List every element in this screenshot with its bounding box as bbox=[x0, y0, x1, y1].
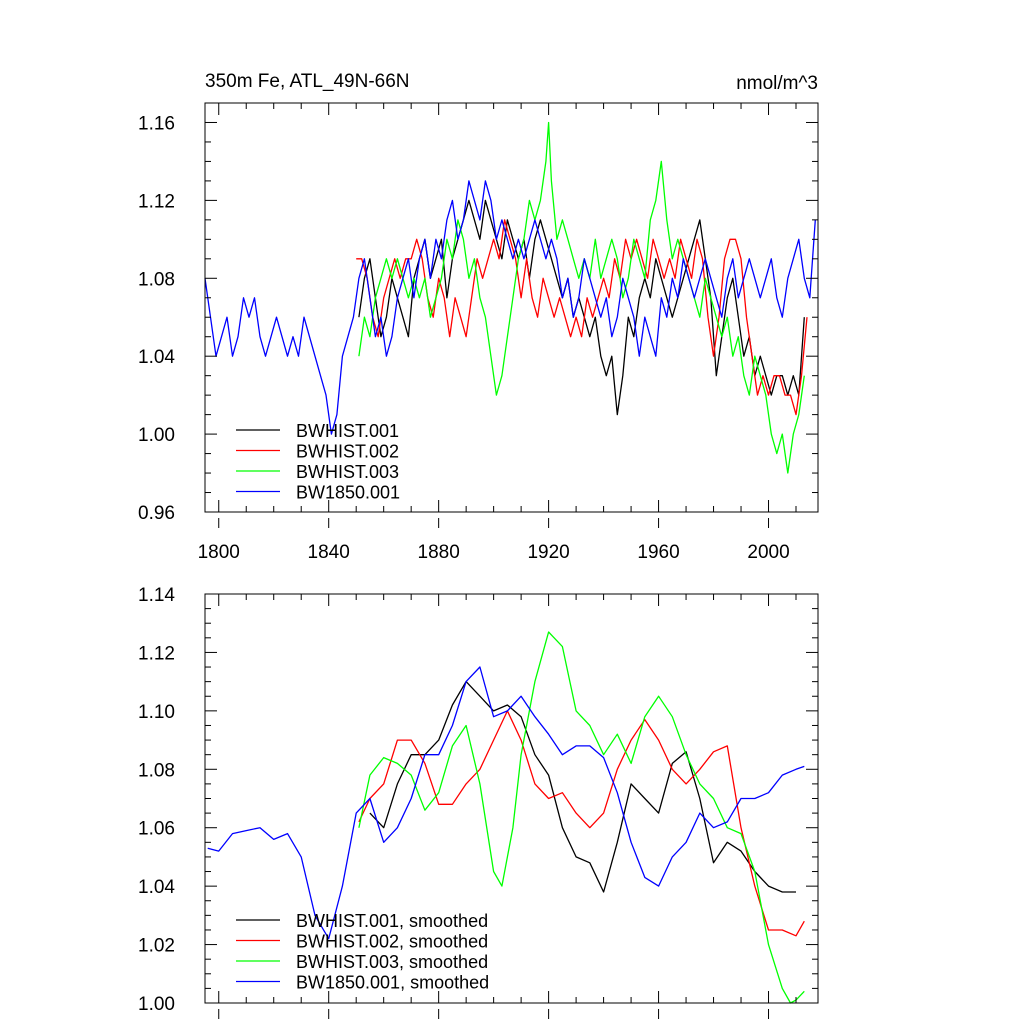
y-tick-label: 1.10 bbox=[138, 702, 175, 723]
series-line-3 bbox=[358, 631, 805, 1004]
chart-panel-2: 1.00 1.02 1.04 1.06 1.08 1.10 1.12 1.14 BWHIST.0… bbox=[138, 585, 819, 1019]
y-tick-label: 1.08 bbox=[138, 760, 175, 781]
x-tick-label: 1800 bbox=[198, 542, 240, 563]
legend-label: BWHIST.003, smoothed bbox=[296, 952, 488, 972]
legend-label: BWHIST.002, smoothed bbox=[296, 932, 488, 952]
series-line-2 bbox=[358, 710, 805, 937]
chart-panel-1: 0.96 1.00 1.04 1.08 1.12 1.16 1800 1840 1880 1920… bbox=[138, 71, 819, 563]
x-tick-label: 1880 bbox=[418, 542, 460, 563]
y-tick-label: 1.00 bbox=[138, 994, 175, 1015]
x-tick-label: 1840 bbox=[308, 542, 350, 563]
legend-label: BWHIST.001, smoothed bbox=[296, 911, 488, 931]
series-line-4 bbox=[207, 666, 805, 940]
y-tick-label: 1.00 bbox=[138, 425, 175, 446]
legend-label: BWHIST.003 bbox=[296, 462, 399, 482]
series-line-3 bbox=[358, 121, 805, 474]
x-tick-label: 1960 bbox=[637, 542, 679, 563]
series-line-4 bbox=[204, 180, 816, 435]
legend-label: BWHIST.002 bbox=[296, 442, 399, 462]
y-tick-label: 1.12 bbox=[138, 191, 175, 212]
series-line-2 bbox=[356, 219, 808, 416]
legend-label: BWHIST.001 bbox=[296, 421, 399, 441]
y-tick-label: 0.96 bbox=[138, 503, 175, 524]
y-tick-label: 1.06 bbox=[138, 819, 175, 840]
x-tick-label: 2000 bbox=[747, 542, 789, 563]
x-tick-label: 1920 bbox=[527, 542, 569, 563]
y-tick-label: 1.12 bbox=[138, 643, 175, 664]
units-label: nmol/m^3 bbox=[736, 73, 818, 94]
y-tick-label: 1.04 bbox=[138, 877, 175, 898]
y-tick-label: 1.14 bbox=[138, 585, 175, 606]
chart-title: 350m Fe, ATL_49N-66N bbox=[205, 71, 410, 92]
y-tick-label: 1.04 bbox=[138, 347, 175, 368]
series-line-1 bbox=[369, 680, 796, 893]
y-tick-label: 1.08 bbox=[138, 269, 175, 290]
plot-frame bbox=[204, 102, 819, 513]
y-tick-label: 1.02 bbox=[138, 936, 175, 957]
legend-label: BW1850.001, smoothed bbox=[296, 973, 489, 993]
y-tick-label: 1.16 bbox=[138, 113, 175, 134]
series-line-1 bbox=[358, 199, 805, 416]
legend-label: BW1850.001 bbox=[296, 483, 400, 503]
